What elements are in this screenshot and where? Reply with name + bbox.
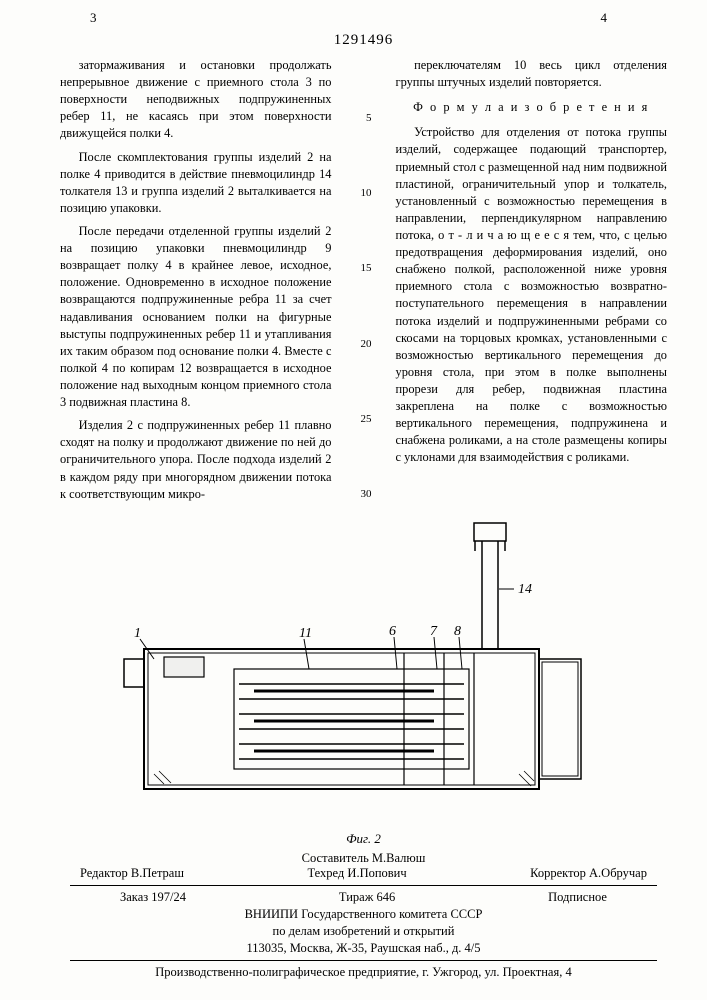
org-line-1: ВНИИПИ Государственного комитета СССР xyxy=(60,907,667,922)
text-columns: затормаживания и остановки продолжать не… xyxy=(60,57,667,509)
fig-label-11: 11 xyxy=(299,626,312,641)
para: После скомплектования группы изделий 2 н… xyxy=(60,149,332,217)
fig-label-8: 8 xyxy=(454,624,461,639)
footer: Производственно-полиграфическое предприя… xyxy=(60,965,667,980)
left-column: затормаживания и остановки продолжать не… xyxy=(60,57,332,509)
tirazh: Тираж 646 xyxy=(339,890,395,905)
fig-label-6: 6 xyxy=(389,624,396,639)
order-number: Заказ 197/24 xyxy=(120,890,186,905)
para: переключателям 10 весь цикл отделения гр… xyxy=(396,57,668,91)
line-number-gutter: 5 10 15 20 25 30 xyxy=(356,57,372,509)
page: 3 4 1291496 затормаживания и остановки п… xyxy=(0,0,707,1000)
claim-para: Устройство для отделения от потока групп… xyxy=(396,124,668,466)
figure-2: 1 11 6 7 8 14 xyxy=(104,519,624,829)
page-num-right: 4 xyxy=(601,10,608,26)
credits-block: Составитель М.Валюш Редактор В.Петраш Те… xyxy=(60,851,667,881)
divider xyxy=(70,960,657,961)
para: затормаживания и остановки продолжать не… xyxy=(60,57,332,143)
fig-label-1: 1 xyxy=(134,626,141,641)
formula-title: Ф о р м у л а и з о б р е т е н и я xyxy=(396,99,668,116)
figure-caption: Фиг. 2 xyxy=(60,831,667,847)
techred: Техред И.Попович xyxy=(308,866,407,881)
fig-label-7: 7 xyxy=(430,624,438,639)
imprint-block: Заказ 197/24 Тираж 646 Подписное ВНИИПИ … xyxy=(60,890,667,956)
page-num-left: 3 xyxy=(90,10,97,26)
subscription: Подписное xyxy=(548,890,607,905)
page-numbers: 3 4 xyxy=(90,10,607,26)
org-line-2: по делам изобретений и открытий xyxy=(60,924,667,939)
fig-label-14: 14 xyxy=(518,582,532,597)
corrector: Корректор А.Обручар xyxy=(530,866,647,881)
right-column: переключателям 10 весь цикл отделения гр… xyxy=(396,57,668,509)
address: 113035, Москва, Ж-35, Раушская наб., д. … xyxy=(60,941,667,956)
para: После передачи отделенной группы изделий… xyxy=(60,223,332,411)
compiler: Составитель М.Валюш xyxy=(60,851,667,866)
editor: Редактор В.Петраш xyxy=(80,866,184,881)
para: Изделия 2 с подпружиненных ребер 11 плав… xyxy=(60,417,332,503)
divider xyxy=(70,885,657,886)
figure-svg: 1 11 6 7 8 14 xyxy=(104,519,624,829)
document-number: 1291496 xyxy=(60,32,667,49)
